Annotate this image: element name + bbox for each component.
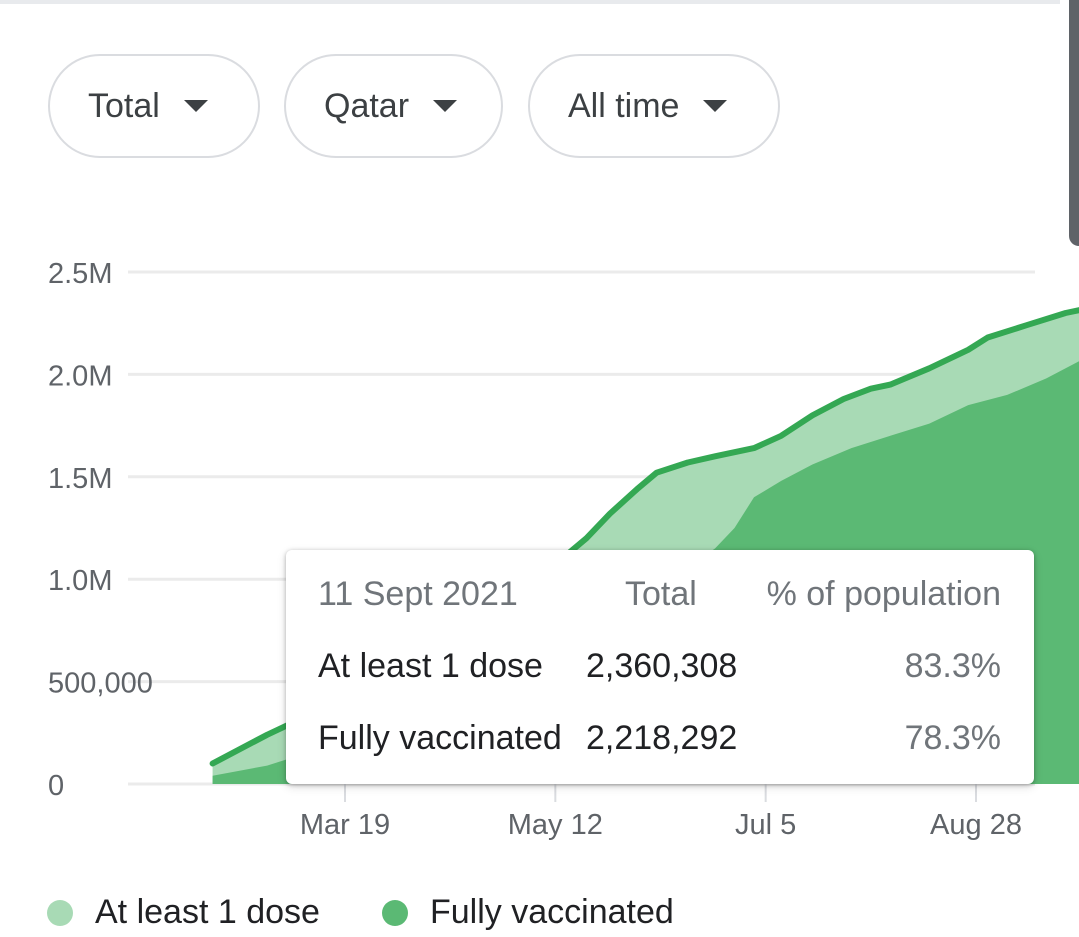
legend-item-first-dose[interactable]: At least 1 dose xyxy=(47,893,320,932)
x-tick-label: Aug 28 xyxy=(930,809,1022,841)
tooltip-row-label: At least 1 dose xyxy=(318,647,543,685)
x-tick-label: May 12 xyxy=(508,809,603,841)
metric-dropdown[interactable]: Total xyxy=(48,54,260,158)
legend-item-fully-vaccinated[interactable]: Fully vaccinated xyxy=(382,893,674,932)
caret-down-icon xyxy=(703,100,728,112)
caret-down-icon xyxy=(433,100,458,112)
tooltip-date: 11 Sept 2021 xyxy=(318,575,518,613)
x-tick-label: Jul 5 xyxy=(735,809,796,841)
tooltip-row-total: 2,360,308 xyxy=(586,647,738,685)
y-tick-label: 0 xyxy=(48,770,64,802)
x-axis-labels: Mar 19 May 12 Jul 5 Aug 28 xyxy=(300,784,1022,841)
tooltip-percent-header: % of population xyxy=(766,575,1001,613)
y-tick-label: 2.0M xyxy=(48,360,112,392)
legend-label: Fully vaccinated xyxy=(430,893,674,931)
legend-swatch-fully-vaccinated xyxy=(382,899,408,926)
legend-swatch-first-dose xyxy=(47,899,73,926)
x-tick-label: Mar 19 xyxy=(300,809,390,841)
caret-down-icon xyxy=(183,100,208,112)
chart-tooltip: 11 Sept 2021 Total % of population At le… xyxy=(286,550,1034,784)
legend-label: At least 1 dose xyxy=(95,893,320,931)
chart-legend: At least 1 dose Fully vaccinated xyxy=(0,893,1079,933)
tooltip-row-total: 2,218,292 xyxy=(586,719,738,757)
scrollbar[interactable] xyxy=(1069,0,1079,246)
metric-dropdown-label: Total xyxy=(88,86,160,125)
country-dropdown-label: Qatar xyxy=(324,86,410,125)
top-divider xyxy=(0,0,1060,4)
y-axis-labels: 0 500,000 1.0M 1.5M 2.0M 2.5M xyxy=(48,258,153,802)
y-tick-label: 2.5M xyxy=(48,258,112,290)
tooltip-row-percent: 83.3% xyxy=(904,647,1001,685)
time-range-dropdown[interactable]: All time xyxy=(528,54,780,158)
y-tick-label: 1.0M xyxy=(48,565,112,597)
tooltip-row-label: Fully vaccinated xyxy=(318,719,562,757)
tooltip-row-percent: 78.3% xyxy=(904,719,1001,757)
y-tick-label: 500,000 xyxy=(48,668,153,700)
y-tick-label: 1.5M xyxy=(48,463,112,495)
country-dropdown[interactable]: Qatar xyxy=(284,54,503,158)
time-range-dropdown-label: All time xyxy=(568,86,680,125)
tooltip-total-header: Total xyxy=(625,575,697,613)
